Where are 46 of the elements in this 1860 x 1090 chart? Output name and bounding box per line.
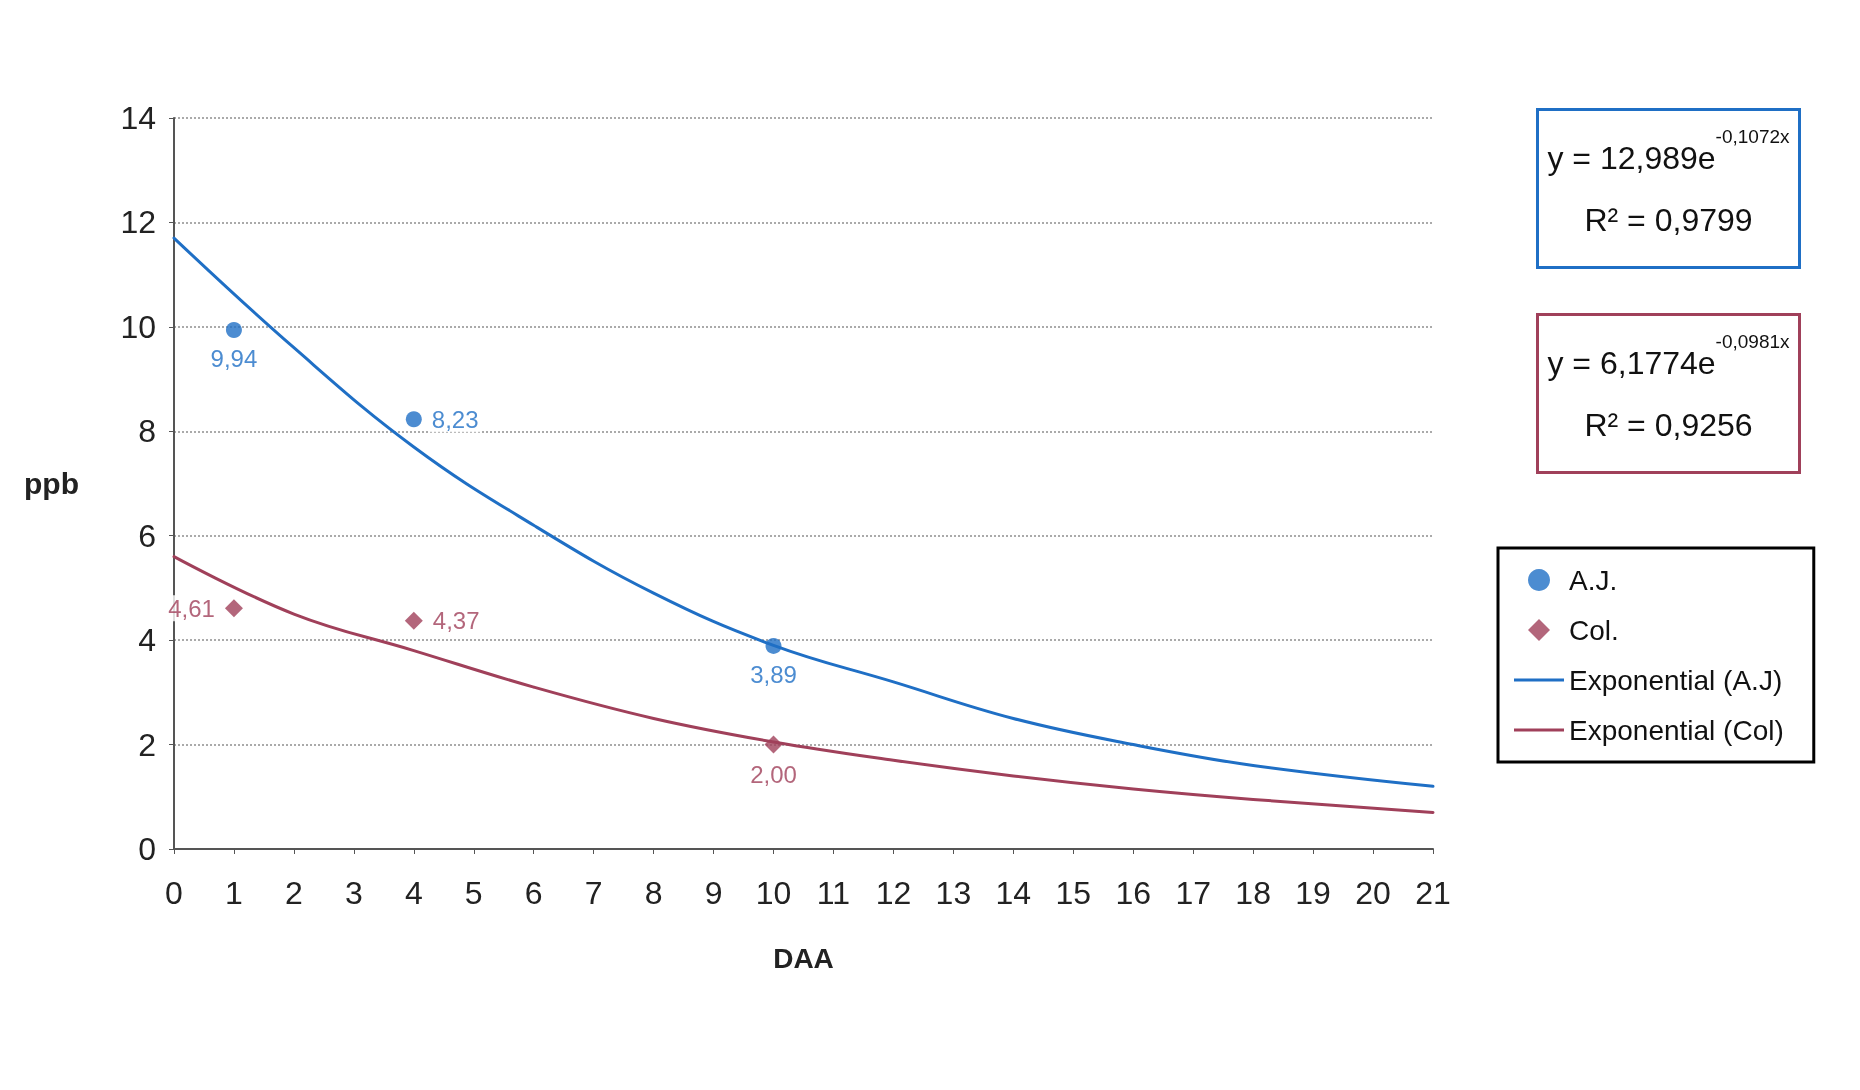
data-label: 8,23: [431, 405, 479, 433]
point: [405, 411, 422, 428]
x-tick-label: 13: [935, 875, 972, 911]
x-tick-label: 18: [1235, 875, 1271, 911]
legend-label: Exponential (A.J): [1569, 664, 1783, 696]
x-tick-label: 12: [875, 875, 912, 911]
x-tick-label: 6: [524, 875, 543, 911]
y-tick-label: 4: [138, 622, 156, 659]
x-tick-label: 21: [1415, 875, 1451, 911]
x-tick-label: 20: [1355, 875, 1391, 911]
x-tick-label: 16: [1115, 875, 1152, 911]
y-tick-label: 14: [120, 100, 156, 136]
y-tick-label: 10: [120, 308, 156, 345]
y-tick-label: 6: [138, 517, 156, 554]
y-tick-label: 2: [138, 726, 156, 763]
x-tick-label: 4: [404, 875, 423, 911]
x-tick-label: 11: [816, 875, 851, 911]
legend-label: Col.: [1569, 614, 1619, 646]
x-tick-label: 2: [285, 875, 303, 911]
point: [404, 611, 423, 630]
y-tick-label: 0: [138, 831, 156, 867]
data-label: 4,37: [432, 607, 480, 635]
x-tick-label: 19: [1295, 875, 1331, 911]
x-tick-label: 15: [1055, 875, 1092, 911]
legend-label: A.J.: [1569, 564, 1618, 596]
x-axis-title: DAA: [773, 942, 834, 974]
x-tick-label: 5: [464, 875, 483, 911]
x-tick-label: 14: [995, 875, 1032, 911]
x-tick-label: 17: [1175, 875, 1211, 911]
x-tick-label: 0: [165, 875, 183, 911]
legend-label: Exponential (Col): [1569, 714, 1784, 746]
y-tick-label: 12: [120, 204, 156, 241]
y-tick-label: 8: [138, 413, 156, 450]
data-label: 3,89: [750, 661, 797, 689]
x-tick-label: 3: [344, 875, 363, 911]
point: [224, 599, 243, 618]
x-tick-label: 7: [584, 875, 603, 911]
x-tick-label: 9: [704, 875, 723, 911]
data-label: 2,00: [750, 761, 797, 789]
y-axis-title: ppb: [24, 467, 79, 500]
x-tick-label: 1: [225, 875, 243, 911]
point: [225, 321, 242, 338]
data-label: 9,94: [210, 345, 258, 373]
data-label: 4,61: [168, 594, 215, 622]
x-tick-label: 8: [644, 875, 663, 911]
x-tick-label: 10: [755, 875, 792, 911]
